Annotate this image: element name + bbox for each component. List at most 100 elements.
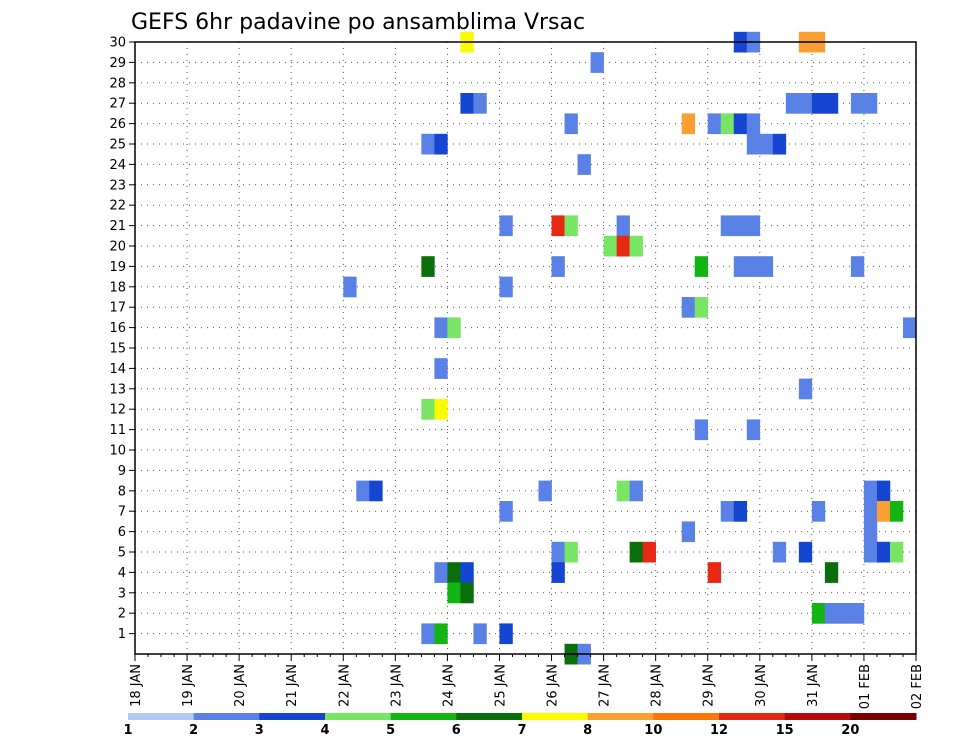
precip-cell xyxy=(889,501,904,522)
precip-cell xyxy=(681,113,696,135)
colorbar-swatch xyxy=(325,713,392,720)
colorbar-label: 7 xyxy=(517,723,526,738)
y-tick-label: 14 xyxy=(109,362,126,377)
colorbar-label: 15 xyxy=(776,723,794,738)
colorbar-label: 5 xyxy=(386,723,395,738)
precip-cell xyxy=(694,419,709,441)
colorbar-label: 20 xyxy=(841,723,859,738)
y-axis: 1234567891011121314151617181920212223242… xyxy=(109,36,135,642)
x-tick-label: 22 JAN xyxy=(337,664,352,707)
y-tick-label: 21 xyxy=(109,219,126,234)
colorbar-swatch xyxy=(259,713,326,720)
precip-cell xyxy=(798,378,813,400)
colorbar-label: 3 xyxy=(255,723,264,738)
precip-cell xyxy=(473,93,487,114)
precip-cell xyxy=(551,562,565,583)
precip-cell xyxy=(876,541,891,563)
x-tick-label: 19 JAN xyxy=(181,664,196,707)
colorbar-swatch xyxy=(456,713,523,720)
precip-cell xyxy=(642,541,656,563)
precip-cell xyxy=(863,521,878,543)
precip-cell xyxy=(733,113,748,135)
y-tick-label: 16 xyxy=(109,321,126,336)
precip-cell xyxy=(863,541,878,563)
precip-cell xyxy=(772,541,787,563)
precip-cell xyxy=(447,582,461,604)
y-tick-label: 30 xyxy=(109,36,126,51)
data-cells xyxy=(343,31,917,665)
x-tick-label: 01 FEB xyxy=(858,664,873,709)
precip-cell xyxy=(421,133,435,155)
colorbar-swatch xyxy=(850,713,917,720)
colorbar-label: 12 xyxy=(710,723,728,738)
precip-cell xyxy=(447,317,461,339)
colorbar-label: 6 xyxy=(452,723,461,738)
precip-cell xyxy=(889,541,904,563)
precip-cell xyxy=(759,256,774,277)
y-tick-label: 20 xyxy=(109,240,126,255)
precip-cell xyxy=(811,93,826,114)
y-tick-label: 10 xyxy=(109,444,126,459)
precip-cell xyxy=(863,480,878,502)
precip-cell xyxy=(785,93,800,114)
y-tick-label: 22 xyxy=(109,199,126,214)
precip-cell xyxy=(473,623,487,645)
precip-cell xyxy=(811,501,826,522)
precip-cell xyxy=(798,93,813,114)
x-tick-label: 02 FEB xyxy=(910,664,925,709)
precip-cell xyxy=(343,276,357,298)
precip-cell xyxy=(551,541,565,563)
y-tick-label: 25 xyxy=(109,138,126,153)
y-tick-label: 18 xyxy=(109,280,126,295)
precip-cell xyxy=(902,317,917,339)
precip-cell xyxy=(564,113,578,135)
y-tick-label: 5 xyxy=(118,546,126,561)
colorbar-swatch xyxy=(653,713,720,720)
y-tick-label: 28 xyxy=(109,76,126,91)
y-tick-label: 1 xyxy=(118,627,126,642)
y-tick-label: 6 xyxy=(118,525,126,540)
precip-cell xyxy=(707,113,722,135)
precip-cell xyxy=(863,501,878,522)
colorbar-label: 10 xyxy=(644,723,662,738)
precip-cell xyxy=(733,501,748,522)
x-tick-label: 20 JAN xyxy=(233,664,248,707)
precip-cell xyxy=(603,235,617,257)
precip-cell xyxy=(746,419,761,441)
y-tick-label: 24 xyxy=(109,158,126,173)
y-tick-label: 2 xyxy=(118,607,126,622)
precip-cell xyxy=(707,562,722,583)
precip-cell xyxy=(681,297,696,318)
y-tick-label: 17 xyxy=(109,301,126,316)
precip-cell xyxy=(876,501,891,522)
x-tick-label: 30 JAN xyxy=(754,664,769,707)
precip-cell xyxy=(824,93,839,114)
y-tick-label: 7 xyxy=(118,505,126,520)
precip-cell xyxy=(863,93,878,114)
precip-cell xyxy=(629,235,643,257)
precip-cell xyxy=(824,603,839,624)
x-tick-label: 31 JAN xyxy=(806,664,821,707)
precip-cell xyxy=(577,154,591,175)
precip-cell xyxy=(694,256,709,277)
x-tick-label: 28 JAN xyxy=(650,664,665,707)
precip-cell xyxy=(590,52,604,73)
precip-cell xyxy=(434,562,448,583)
precip-cell xyxy=(746,133,761,155)
colorbar-label: 1 xyxy=(123,723,132,738)
precip-cell xyxy=(837,603,852,624)
precip-cell xyxy=(434,133,448,155)
precip-cell xyxy=(551,215,565,237)
precip-cell xyxy=(681,521,696,543)
x-tick-label: 25 JAN xyxy=(493,664,508,707)
precip-cell xyxy=(746,256,761,277)
precip-cell xyxy=(811,603,826,624)
precip-cell xyxy=(538,480,552,502)
precip-cell xyxy=(733,256,748,277)
precip-cell xyxy=(551,256,565,277)
precip-cell xyxy=(746,113,761,135)
precip-cell xyxy=(616,235,630,257)
y-tick-label: 13 xyxy=(109,382,126,397)
precip-cell xyxy=(772,133,787,155)
colorbar-label: 8 xyxy=(583,723,592,738)
